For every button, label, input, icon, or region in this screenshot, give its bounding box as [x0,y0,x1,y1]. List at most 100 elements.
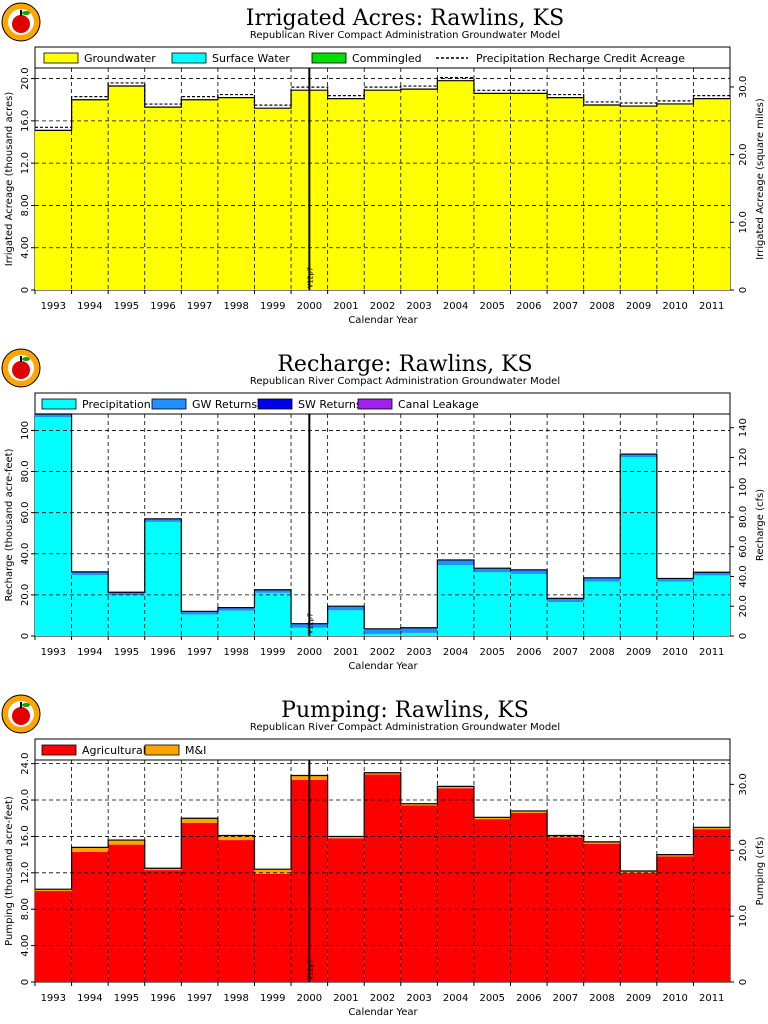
bar-groundwater [656,103,694,290]
x-tick-label: 2003 [406,301,431,312]
bar-precipitation [181,614,218,636]
bar-precipitation [364,633,401,636]
x-tick-label: 1999 [260,993,285,1004]
x-tick-label: 1995 [114,301,139,312]
bar-m-i [108,840,145,845]
x-tick-label: 2008 [589,647,614,658]
series-total-line [35,772,730,890]
bar-m-i [620,871,657,873]
bar-m-i [181,818,218,823]
x-tick-label: 1997 [187,301,212,312]
x-tick-label: 2007 [553,647,578,658]
y-tick-label: 4.00 [20,934,31,956]
x-axis-label: Calendar Year [348,1007,418,1018]
x-tick-label: 1996 [150,301,175,312]
legend-swatch [41,398,77,410]
x-tick-label: 2008 [589,993,614,1004]
logo-apple-icon [1,2,41,42]
y-tick-label: 60.0 [20,502,31,524]
x-tick-label: 2002 [370,301,395,312]
bar-m-i [364,772,401,775]
legend-label: Surface Water [212,52,290,65]
bar-precipitation [620,457,657,636]
bar-gw-returns [71,571,109,575]
x-tick-label: 2000 [297,993,322,1004]
y-right-axis-label: Pumping (cfs) [755,836,766,905]
y-tick-label: 20.0 [20,67,31,89]
x-tick-label: 1993 [41,301,66,312]
legend-label: Commingled [352,52,422,65]
x-tick-label: 2005 [480,301,505,312]
x-tick-label: 1993 [41,647,66,658]
logo-leaf [22,357,30,361]
y-right-tick-label: 140 [738,418,749,437]
bar-agricultural [108,844,145,982]
logo-apple-icon [1,348,41,388]
x-tick-label: 1994 [77,301,102,312]
y-right-tick-label: 60.0 [738,536,749,558]
x-tick-label: 1999 [260,301,285,312]
bar-precipitation [144,521,182,636]
y-right-axis-label: Irrigated Acreage (square miles) [755,98,766,260]
y-tick-label: 20.0 [20,789,31,811]
y-tick-label: 0 [20,633,31,639]
bar-groundwater [327,98,365,291]
x-axis-label: Calendar Year [348,661,418,672]
y-right-tick-label: 10.0 [738,211,749,233]
x-tick-label: 2002 [370,993,395,1004]
series-total-line [35,413,730,630]
x-tick-label: 2009 [626,301,651,312]
bar-groundwater [217,97,255,290]
y-right-tick-label: 120 [738,448,749,467]
logo-leaf [22,11,30,15]
bar-precipitation [693,575,730,636]
x-tick-label: 2000 [297,301,322,312]
y-tick-label: 8.00 [20,194,31,216]
bar-agricultural [400,805,438,982]
bar-gw-returns [364,628,401,634]
bar-m-i [327,836,365,839]
bar-gw-returns [108,592,145,596]
x-tick-label: 2010 [662,647,687,658]
x-tick-label: 2010 [662,993,687,1004]
bar-agricultural [71,851,109,982]
logo-stem [20,702,22,708]
x-tick-label: 1997 [187,993,212,1004]
bar-gw-returns [144,518,182,522]
bar-groundwater [547,97,584,290]
y-right-tick-label: 0 [738,633,749,639]
x-tick-label: 1998 [223,301,248,312]
bar-groundwater [108,85,145,290]
bar-groundwater [71,99,109,290]
y-right-tick-label: 10.0 [738,905,749,927]
x-tick-label: 2005 [480,647,505,658]
bar-precipitation [583,581,621,636]
y-tick-label: 8.00 [20,898,31,920]
x-tick-label: 1994 [77,993,102,1004]
x-tick-label: 2011 [699,993,724,1004]
legend-swatch [151,398,187,410]
bar-precipitation [510,573,548,636]
legend-swatch [311,52,347,64]
y-tick-label: 0 [20,979,31,985]
x-tick-label: 2006 [516,301,541,312]
x-tick-label: 1998 [223,647,248,658]
chart-subtitle: Republican River Compact Administration … [250,376,560,387]
x-tick-label: 2004 [443,301,468,312]
logo-stem [20,356,22,362]
bar-agricultural [437,788,474,982]
logo-apple [12,15,30,33]
bar-precipitation [254,592,292,636]
bar-agricultural [473,819,511,982]
bar-m-i [656,854,694,857]
x-tick-label: 2005 [480,993,505,1004]
bar-agricultural [583,843,621,982]
x-tick-label: 2010 [662,301,687,312]
legend-label: Precipitation [82,398,151,411]
legend-swatch [357,398,393,410]
bar-gw-returns [217,607,255,611]
bar-groundwater [510,93,548,290]
bar-precipitation [656,581,694,636]
bar-agricultural [181,822,218,982]
